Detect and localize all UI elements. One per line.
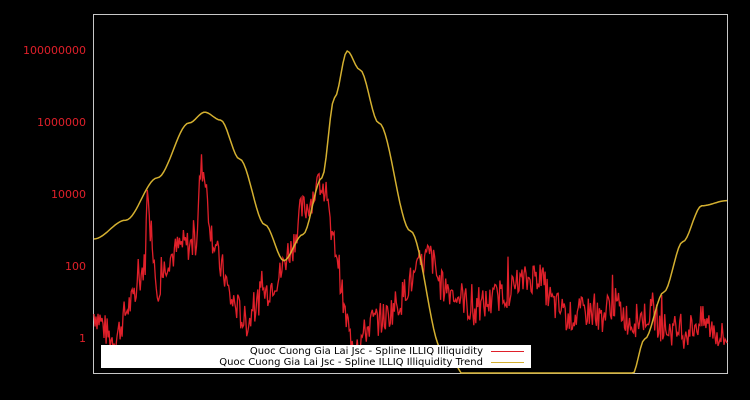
legend-swatch-red xyxy=(491,351,524,352)
legend-item-illiquidity: Quoc Cuong Gia Lai Jsc - Spline ILLIQ Il… xyxy=(250,346,531,357)
plot-frame xyxy=(93,14,728,374)
y-tick-label: 10000 xyxy=(51,188,86,201)
chart-legend: Quoc Cuong Gia Lai Jsc - Spline ILLIQ Il… xyxy=(101,345,531,368)
series-layer xyxy=(93,49,728,374)
legend-label: Quoc Cuong Gia Lai Jsc - Spline ILLIQ Il… xyxy=(219,357,483,368)
series-illiquidity-line xyxy=(93,154,728,353)
y-tick-label: 100 xyxy=(65,260,86,273)
legend-label: Quoc Cuong Gia Lai Jsc - Spline ILLIQ Il… xyxy=(249,346,483,357)
legend-item-trend: Quoc Cuong Gia Lai Jsc - Spline ILLIQ Il… xyxy=(219,357,531,368)
y-tick-label: 1000000 xyxy=(37,116,86,129)
y-tick-label: 100000000 xyxy=(23,44,86,57)
series-trend-line xyxy=(93,49,728,374)
legend-swatch-yellow xyxy=(491,362,524,363)
y-tick-label: 1 xyxy=(79,332,86,345)
